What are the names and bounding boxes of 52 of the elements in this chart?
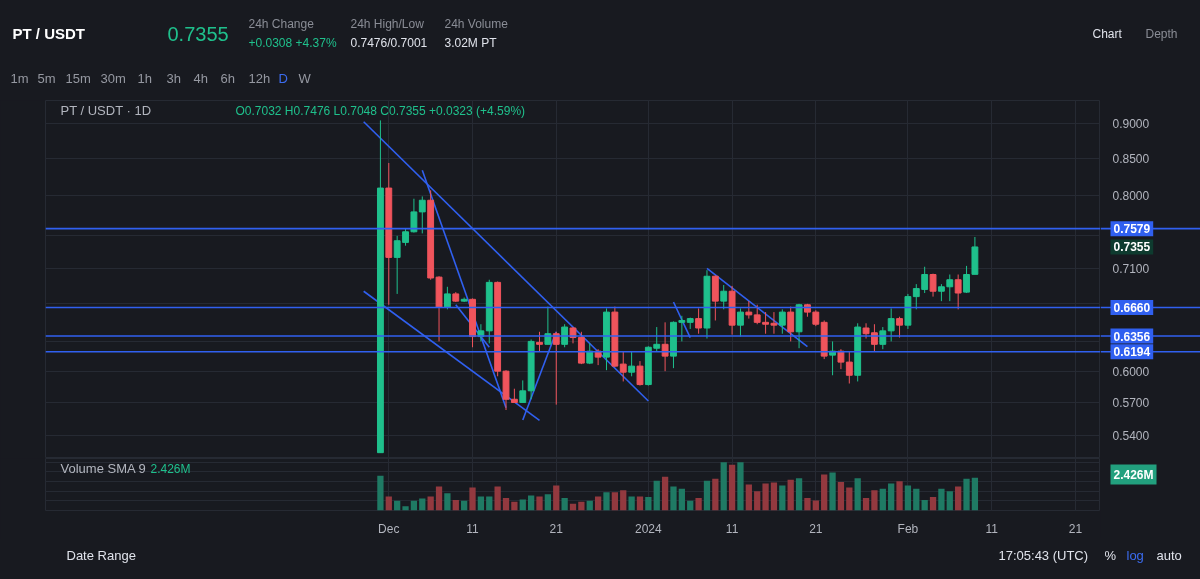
text: 24h Change <box>248 16 315 31</box>
text: W <box>298 71 312 86</box>
text: log <box>1126 548 1144 563</box>
text: 0.7355 <box>1113 240 1151 255</box>
annotation: O0.7032 H0.7476 L0.7048 C0.7355 +0.0323 (+4.59%) <box>235 103 526 118</box>
x-tick-label: 11 <box>466 521 480 536</box>
x-tick-label: 21 <box>549 521 564 536</box>
text: Chart <box>1092 26 1123 41</box>
text: 12h <box>248 71 271 86</box>
text: 30m <box>100 71 126 86</box>
text: 5m <box>37 71 56 86</box>
ref-line-label: 0.6660 <box>1113 301 1151 316</box>
y-tick-label: 0.9000 <box>1112 117 1150 132</box>
text: 24h Volume <box>444 16 509 31</box>
y-tick-label: 0.7100 <box>1112 261 1150 276</box>
chart-title: PT / USDT · 1D <box>60 103 152 118</box>
y-tick-label: 0.6000 <box>1112 364 1150 379</box>
ref-line-label: 0.7579 <box>1113 222 1151 237</box>
x-tick-label: Feb <box>897 521 919 536</box>
text: 17:05:43 (UTC) <box>998 548 1089 563</box>
y-tick-label: 0.5700 <box>1112 395 1150 410</box>
text: 1m <box>10 71 29 86</box>
text: 3.02M PT <box>444 35 498 50</box>
text: PT / USDT <box>12 25 86 42</box>
text: % <box>1104 548 1117 563</box>
text: 1h <box>137 71 152 86</box>
text: auto <box>1156 548 1182 563</box>
text: 15m <box>65 71 91 86</box>
chart-title: Volume SMA 9 <box>60 461 146 476</box>
text: Depth <box>1145 26 1178 41</box>
x-tick-label: 11 <box>725 521 739 536</box>
ref-line-label: 0.6356 <box>1113 329 1151 344</box>
text: +0.0308 +4.37% <box>248 35 337 50</box>
text: 24h High/Low <box>350 16 425 31</box>
annotation: 2.426M <box>150 461 191 476</box>
x-tick-label: 2024 <box>635 521 663 536</box>
x-tick-label: 21 <box>809 521 823 536</box>
text: 0.7476/0.7001 <box>350 35 428 50</box>
ref-line-label: 0.6194 <box>1113 345 1151 360</box>
text: D <box>278 71 288 86</box>
text: 6h <box>220 71 235 86</box>
text: 2.426M <box>1113 467 1154 482</box>
y-tick-label: 0.8500 <box>1112 152 1150 167</box>
text: 3h <box>166 71 181 86</box>
text: 0.7355 <box>167 22 229 45</box>
y-tick-label: 0.5400 <box>1112 428 1150 443</box>
text: 4h <box>193 71 208 86</box>
x-tick-label: Dec <box>378 521 400 536</box>
text: Date Range <box>66 548 136 563</box>
x-tick-label: 21 <box>1068 521 1083 536</box>
x-tick-label: 11 <box>985 521 999 536</box>
y-tick-label: 0.8000 <box>1112 189 1150 204</box>
